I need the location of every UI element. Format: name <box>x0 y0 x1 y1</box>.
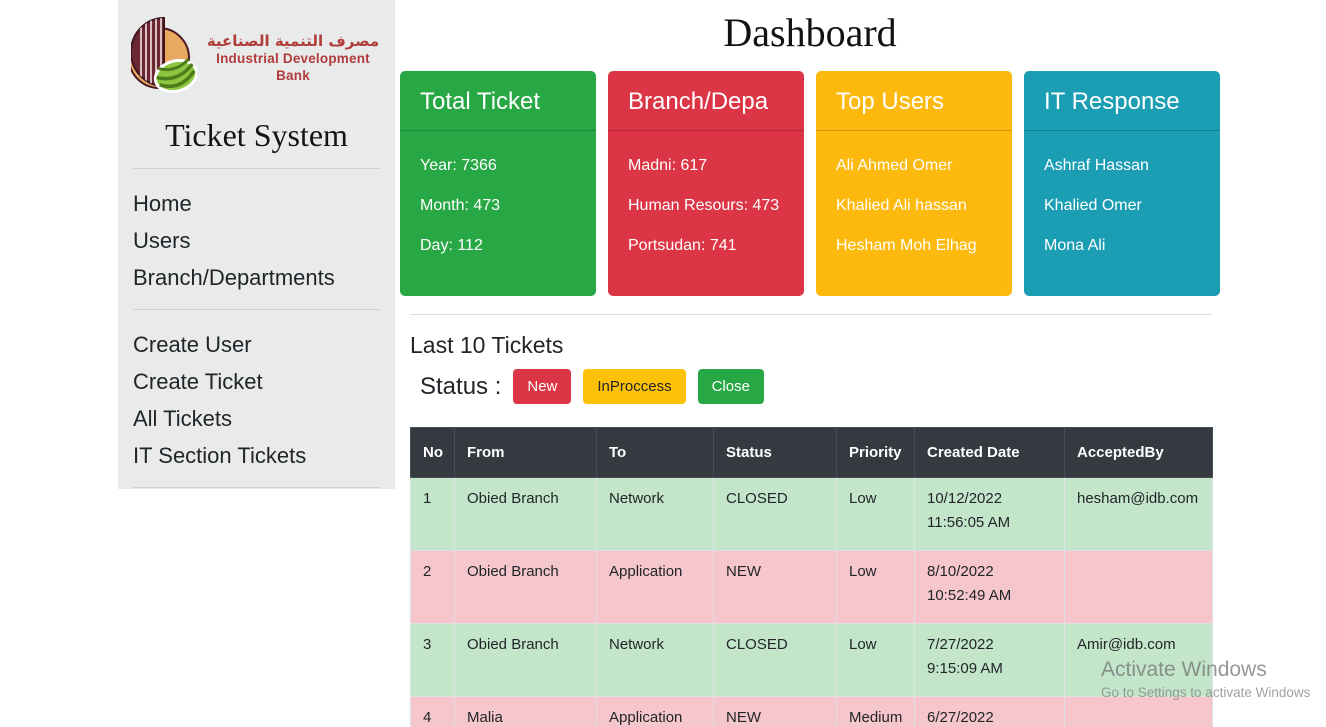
tickets-heading: Last 10 Tickets <box>410 332 564 358</box>
cell-to: Application <box>596 550 714 624</box>
cell-priority: Low <box>836 623 915 697</box>
created-date: 8/10/2022 <box>927 563 994 580</box>
table-row: 1 Obied Branch Network CLOSED Low 10/12/… <box>410 477 1213 551</box>
sidebar-item-home[interactable]: Home <box>133 191 192 216</box>
card-stat: Khalied Ali hassan <box>836 197 967 214</box>
cell-no: 1 <box>410 477 455 551</box>
card-stat: Month: 473 <box>420 197 501 214</box>
sidebar-divider <box>133 487 380 488</box>
sidebar-item-create-user[interactable]: Create User <box>133 332 252 357</box>
card-top-users: Top Users Ali Ahmed Omer Khalied Ali has… <box>816 71 1012 296</box>
tickets-table-wrap: No From To Status Priority Created Date … <box>410 427 1213 727</box>
created-time: 10:52:49 AM <box>927 587 1012 604</box>
nav-secondary: Create User Create Ticket All Tickets IT… <box>118 310 395 487</box>
card-stat: Human Resours: 473 <box>628 197 780 214</box>
cell-priority: Medium <box>836 696 915 727</box>
card-title: Top Users <box>816 71 1012 131</box>
summary-cards: Total Ticket Year: 7366 Month: 473 Day: … <box>400 71 1220 296</box>
cell-no: 4 <box>410 696 455 727</box>
column-header-status: Status <box>713 427 837 478</box>
cell-priority: Low <box>836 477 915 551</box>
cell-to: Application <box>596 696 714 727</box>
section-divider <box>410 314 1212 315</box>
table-row: 3 Obied Branch Network CLOSED Low 7/27/2… <box>410 623 1213 697</box>
cell-to: Network <box>596 623 714 697</box>
cell-no: 2 <box>410 550 455 624</box>
card-stat: Ali Ahmed Omer <box>836 157 953 174</box>
bank-logo-icon <box>128 14 199 103</box>
card-title: Total Ticket <box>400 71 596 131</box>
sidebar: مصرف التنمية الصناعية Industrial Develop… <box>118 0 395 489</box>
sidebar-item-branch-departments[interactable]: Branch/Departments <box>133 265 335 290</box>
card-stat: Portsudan: 741 <box>628 237 737 254</box>
card-stat: Madni: 617 <box>628 157 708 174</box>
cell-acceptedby <box>1064 696 1213 727</box>
cell-from: Obied Branch <box>454 550 597 624</box>
cell-no: 3 <box>410 623 455 697</box>
bank-name-english: Industrial Development Bank <box>216 51 370 83</box>
cell-status: NEW <box>713 696 837 727</box>
main-content: Dashboard Total Ticket Year: 7366 Month:… <box>400 0 1220 727</box>
table-row: 4 Malia Application NEW Medium 6/27/2022 <box>410 696 1213 727</box>
cell-acceptedby: Amir@idb.com <box>1064 623 1213 697</box>
cell-created-date: 6/27/2022 <box>914 696 1065 727</box>
cell-status: CLOSED <box>713 477 837 551</box>
app-title: Ticket System <box>165 117 348 153</box>
status-badge-new[interactable]: New <box>513 369 572 404</box>
sidebar-item-users[interactable]: Users <box>133 228 191 253</box>
card-it-response: IT Response Ashraf Hassan Khalied Omer M… <box>1024 71 1220 296</box>
cell-from: Obied Branch <box>454 623 597 697</box>
tickets-table: No From To Status Priority Created Date … <box>410 427 1213 727</box>
cell-status: CLOSED <box>713 623 837 697</box>
card-stat: Year: 7366 <box>420 157 497 174</box>
card-stat: Mona Ali <box>1044 237 1106 254</box>
created-time: 9:15:09 AM <box>927 660 1003 677</box>
cell-status: NEW <box>713 550 837 624</box>
cell-acceptedby: hesham@idb.com <box>1064 477 1213 551</box>
status-legend: Status : New InProccess Close <box>420 369 1220 404</box>
cell-priority: Low <box>836 550 915 624</box>
cell-to: Network <box>596 477 714 551</box>
column-header-priority: Priority <box>836 427 915 478</box>
card-stat: Khalied Omer <box>1044 197 1142 214</box>
column-header-from: From <box>454 427 597 478</box>
column-header-no: No <box>410 427 455 478</box>
cell-acceptedby <box>1064 550 1213 624</box>
card-title: Branch/Depa <box>608 71 804 131</box>
page-title: Dashboard <box>723 10 897 55</box>
cell-created-date: 7/27/2022 9:15:09 AM <box>914 623 1065 697</box>
column-header-acceptedby: AcceptedBy <box>1064 427 1213 478</box>
status-label: Status : <box>420 372 502 400</box>
card-title: IT Response <box>1024 71 1220 131</box>
sidebar-item-create-ticket[interactable]: Create Ticket <box>133 369 263 394</box>
nav-primary: Home Users Branch/Departments <box>118 169 395 309</box>
created-time: 11:56:05 AM <box>927 514 1011 531</box>
table-row: 2 Obied Branch Application NEW Low 8/10/… <box>410 550 1213 624</box>
table-header-row: No From To Status Priority Created Date … <box>410 427 1213 478</box>
bank-name-arabic: مصرف التنمية الصناعية <box>206 32 380 51</box>
column-header-created-date: Created Date <box>914 427 1065 478</box>
cell-from: Malia <box>454 696 597 727</box>
card-stat: Ashraf Hassan <box>1044 157 1149 174</box>
card-branch-depa: Branch/Depa Madni: 617 Human Resours: 47… <box>608 71 804 296</box>
status-badge-close[interactable]: Close <box>697 369 764 404</box>
status-badge-inproccess[interactable]: InProccess <box>583 369 686 404</box>
card-stat: Day: 112 <box>420 237 483 254</box>
sidebar-divider <box>133 168 380 169</box>
created-date: 6/27/2022 <box>927 709 994 726</box>
sidebar-divider <box>133 309 380 310</box>
cell-created-date: 8/10/2022 10:52:49 AM <box>914 550 1065 624</box>
card-total-ticket: Total Ticket Year: 7366 Month: 473 Day: … <box>400 71 596 296</box>
cell-created-date: 10/12/2022 11:56:05 AM <box>914 477 1065 551</box>
created-date: 7/27/2022 <box>927 636 994 653</box>
sidebar-item-it-section-tickets[interactable]: IT Section Tickets <box>133 443 307 468</box>
sidebar-item-all-tickets[interactable]: All Tickets <box>133 406 233 431</box>
card-stat: Hesham Moh Elhag <box>836 237 977 254</box>
created-date: 10/12/2022 <box>927 490 1003 507</box>
column-header-to: To <box>596 427 714 478</box>
cell-from: Obied Branch <box>454 477 597 551</box>
bank-logo: مصرف التنمية الصناعية Industrial Develop… <box>118 14 395 103</box>
